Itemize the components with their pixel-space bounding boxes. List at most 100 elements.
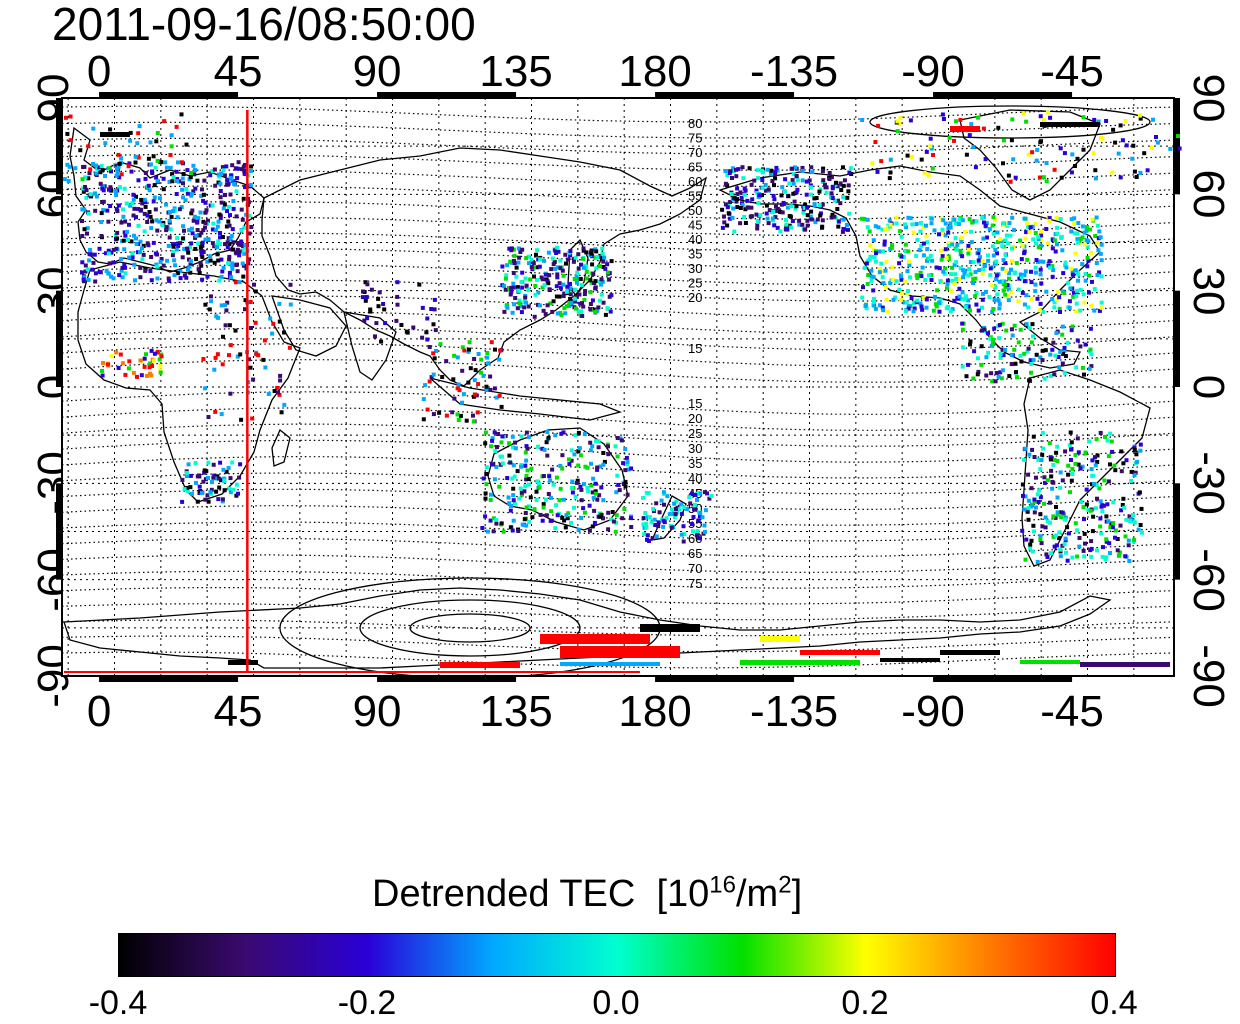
tec-cell [1054, 505, 1058, 509]
tec-cell [123, 271, 128, 276]
tec-cell [417, 282, 422, 287]
tec-cell [1065, 340, 1070, 345]
contour-label: 25 [688, 426, 702, 441]
tec-cell [1000, 244, 1005, 249]
tec-cell [766, 221, 771, 226]
tec-cell [1051, 480, 1056, 485]
tec-cell [555, 311, 560, 316]
tec-cell [623, 468, 628, 473]
top-lon-tick-label: 180 [618, 47, 692, 96]
tec-cell [641, 495, 646, 500]
tec-cell [136, 223, 141, 228]
tec-cell [934, 304, 939, 309]
tec-cell [103, 174, 107, 178]
tec-cell [241, 164, 246, 169]
tec-cell [220, 165, 225, 170]
tec-cell [211, 221, 216, 226]
tec-cell [561, 273, 566, 278]
tec-cell [496, 432, 501, 436]
tec-cell [224, 182, 229, 187]
tec-cell [195, 499, 200, 504]
tec-cell [1073, 268, 1078, 273]
tec-cell [191, 189, 196, 194]
tec-cell [644, 525, 649, 530]
tec-cell [1085, 255, 1090, 260]
tec-cell [97, 165, 101, 170]
tec-cell [945, 278, 950, 283]
tec-cell [952, 281, 957, 286]
tec-cell [720, 225, 725, 230]
tec-cell [1130, 156, 1135, 161]
tec-cell [215, 474, 220, 479]
tec-cell [91, 126, 96, 131]
tec-cell [983, 157, 988, 162]
tec-cell [1073, 453, 1078, 457]
tec-cell [734, 174, 739, 179]
tec-cell [1010, 259, 1015, 264]
tec-cell [914, 222, 919, 226]
tec-cell [779, 193, 784, 198]
tec-cell [216, 476, 221, 481]
tec-cell [805, 213, 810, 218]
tec-cell [1041, 446, 1046, 451]
tec-cell [493, 347, 497, 352]
tec-cell [223, 193, 227, 197]
tec-cell [1081, 147, 1086, 152]
tec-cell [1099, 504, 1104, 509]
tec-cell [982, 327, 987, 332]
tec-cell [183, 198, 188, 203]
tec-cell [206, 218, 210, 223]
tec-cell [171, 175, 176, 180]
tec-cell [481, 373, 486, 378]
tec-cell [1023, 236, 1028, 241]
tec-cell [231, 240, 236, 245]
tec-cell [577, 446, 582, 451]
tec-cell [117, 185, 122, 190]
tec-cell [1062, 151, 1067, 156]
tec-cell [1034, 258, 1039, 262]
tec-cell [1058, 310, 1062, 314]
tec-cell [937, 300, 942, 305]
tec-cell [1030, 447, 1035, 452]
tec-cell [1036, 245, 1041, 250]
tec-cell [805, 223, 810, 228]
tec-cell [808, 192, 813, 197]
axis-bar-segment [99, 92, 239, 98]
tec-cell [1002, 279, 1006, 284]
tec-cell [175, 215, 180, 220]
tec-cell [476, 352, 481, 356]
tec-cell [981, 267, 986, 272]
tec-cell [1073, 164, 1077, 168]
tec-cell [996, 240, 1000, 244]
tec-cell [1030, 150, 1035, 155]
tec-cell [871, 300, 876, 305]
tec-cell [844, 223, 849, 227]
tec-cell [253, 320, 258, 325]
tec-cell [603, 266, 608, 271]
tec-cell [239, 243, 244, 247]
tec-cell [998, 355, 1003, 360]
tec-cell [271, 321, 276, 326]
tec-cell [1004, 268, 1009, 273]
tec-cell [576, 463, 581, 468]
tec-cell [894, 215, 899, 220]
tec-cell [1034, 241, 1039, 246]
tec-cell [1039, 541, 1044, 546]
tec-cell [529, 466, 534, 471]
tec-cell [860, 295, 865, 300]
tec-cell [988, 336, 993, 341]
tec-cell [709, 494, 714, 499]
tec-cell [930, 258, 935, 263]
tec-cell [432, 356, 437, 361]
tec-cell [498, 348, 503, 353]
tec-cell [248, 169, 253, 173]
tec-cell [515, 285, 520, 290]
tec-cell [138, 208, 143, 213]
tec-cell [484, 482, 489, 487]
tec-cell [785, 227, 790, 232]
tec-cell [647, 539, 651, 543]
tec-cell [208, 490, 213, 495]
tec-cell [127, 222, 131, 227]
tec-cell [136, 131, 141, 136]
tec-cell [476, 382, 481, 386]
